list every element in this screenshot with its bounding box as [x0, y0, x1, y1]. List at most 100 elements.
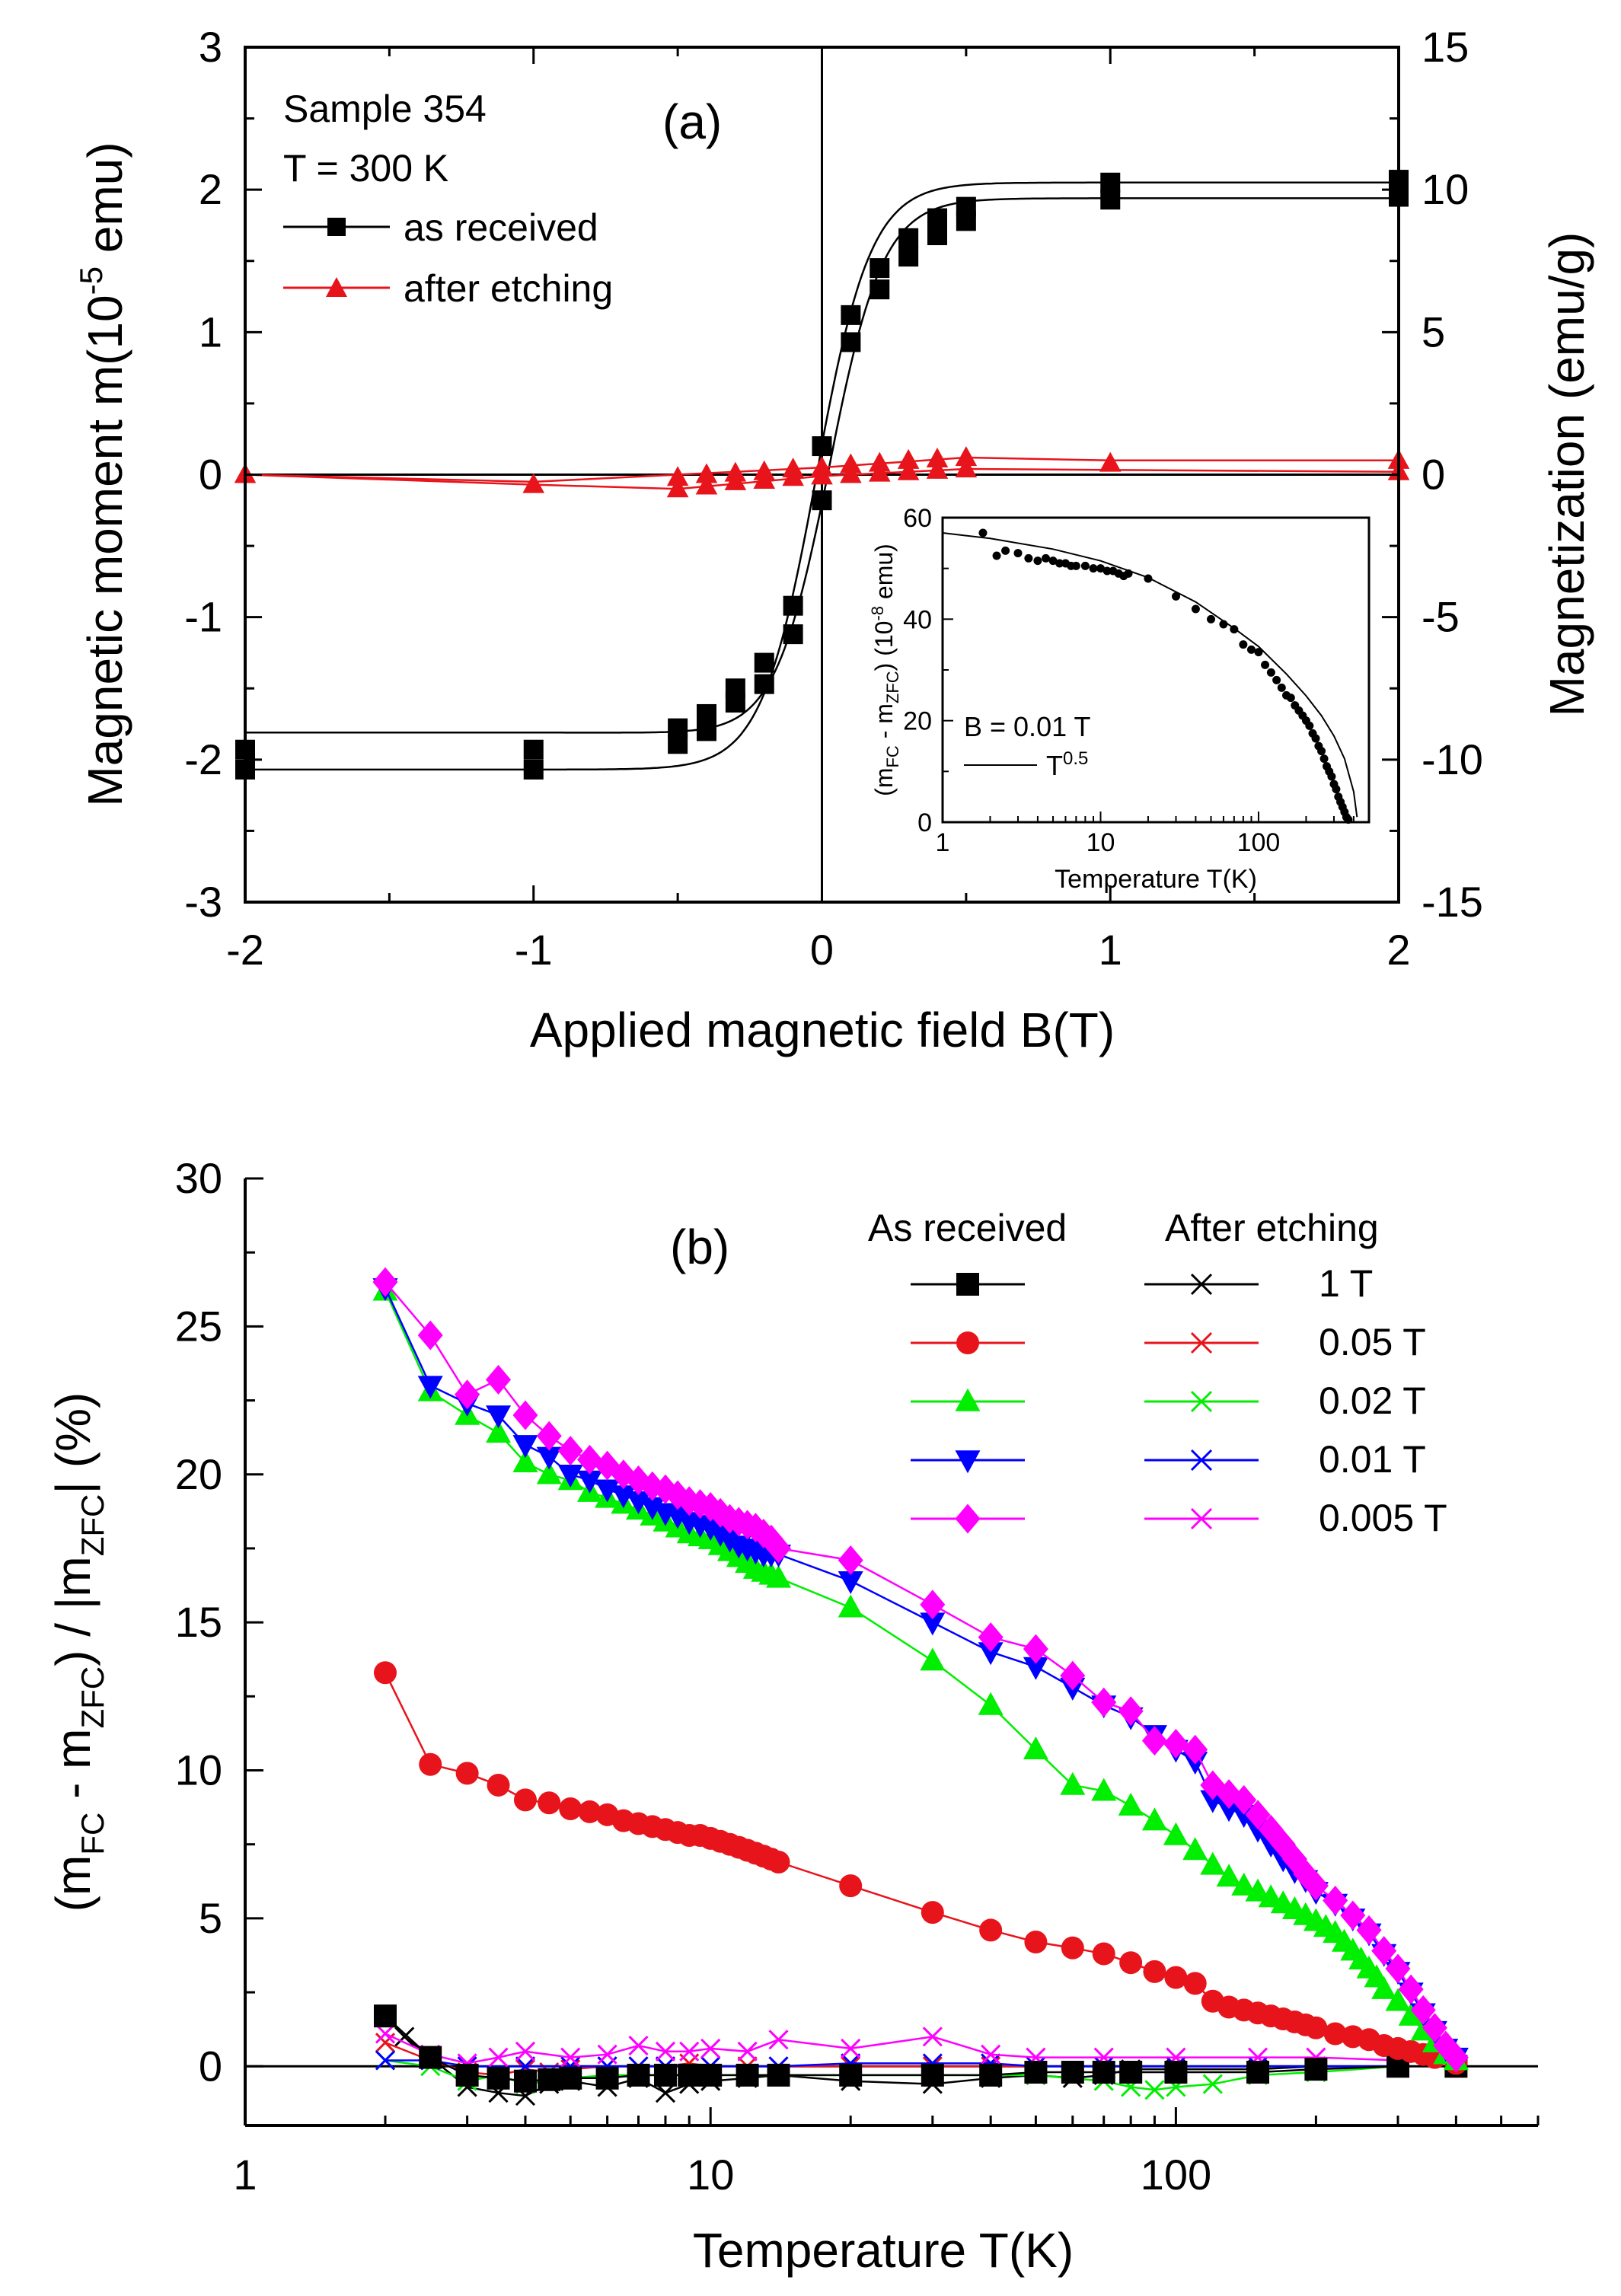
as-received-0-05-t-point-0: [374, 1661, 397, 1684]
legend-label-0-005t: 0.005 T: [1319, 1497, 1447, 1539]
panel-b-y-axis-title: (mFC - mZFC) / |mZFC| (%): [46, 1392, 110, 1912]
as-received-point-15: [812, 436, 832, 456]
as-received-1-t-point-18: [1061, 2061, 1084, 2084]
after-etching-point-3: [667, 466, 689, 486]
inset-point-25: [1230, 625, 1238, 633]
as-received-point-5: [668, 734, 688, 754]
panel-a-sample-label: Sample 354: [283, 88, 487, 130]
inset-point-4: [1024, 554, 1032, 563]
as-received-point-26: [1100, 190, 1120, 209]
inset-x-tick-label: 10: [1087, 828, 1115, 857]
inset-fit-label: T: [1046, 750, 1063, 781]
inset-point-1: [993, 552, 1001, 560]
as-received-1-t-point-2: [456, 2064, 479, 2087]
panel-b-legend: As received After etching 1 T 0.05 T 0.0…: [868, 1207, 1447, 1539]
panel-a: -2 -1 0 1 2-3-2-10123-15-10-5051015 Sample 3…: [73, 23, 1594, 1057]
y2-tick-label: 10: [1422, 165, 1469, 213]
as-received-1-t-point-7: [596, 2067, 619, 2090]
as-received-1-t-point-6: [559, 2067, 582, 2090]
panel-b-legend-rows: [911, 1273, 1259, 1534]
y-tick-label: 1: [199, 308, 222, 356]
as-received-0-05-t-point-30: [1093, 1943, 1115, 1966]
after-etching-point-19: [898, 449, 920, 469]
as-received-1-t-point-22: [1246, 2061, 1269, 2084]
inset-frame: [943, 518, 1369, 822]
panel-a-y-axis-title: Magnetic moment m(10-5 emu): [73, 142, 132, 806]
as-received-0-05-t-point-32: [1143, 1960, 1166, 1983]
after-etching-0-005-t-line: [385, 2034, 1456, 2064]
inset-point-13: [1089, 564, 1097, 572]
legend-as-received-marker-0: [956, 1273, 979, 1296]
x-tick-label: 2: [1386, 926, 1410, 974]
as-received-1-t-point-13: [767, 2064, 790, 2087]
as-received-1-t-point-16: [979, 2064, 1002, 2087]
inset-point-3: [1013, 549, 1022, 557]
legend-label-0-01t: 0.01 T: [1319, 1438, 1426, 1481]
inset-point-23: [1207, 615, 1215, 623]
legend-as-received-marker-1: [956, 1331, 979, 1354]
as-received-0-05-t-point-34: [1184, 1972, 1207, 1995]
as-received-1-t-point-9: [654, 2064, 677, 2087]
as-received-0-02-t-point-25: [838, 1594, 863, 1617]
after-etching-0-005-t-point-3: [490, 2049, 508, 2067]
inset-x-tick-label: 1: [936, 828, 950, 857]
as-received-0-02-t-line: [385, 1291, 1456, 2061]
x-tick-label: 1: [233, 2151, 257, 2199]
legend-as-received-marker-2: [956, 1389, 981, 1411]
as-received-point-12: [783, 596, 803, 616]
as-received-point-17: [841, 305, 860, 325]
as-received-1-t-point-0: [374, 2004, 397, 2027]
y-tick-label: 10: [175, 1746, 222, 1794]
as-received-0-01-t-point-4: [512, 1435, 538, 1458]
as-received-0-02-t-point-33: [1163, 1822, 1189, 1845]
after-etching-point-17: [869, 452, 891, 472]
legend-label-1t: 1 T: [1319, 1262, 1373, 1305]
inset-point-27: [1247, 646, 1256, 654]
y2-tick-label: -5: [1422, 593, 1460, 641]
as-received-1-t-point-20: [1119, 2061, 1142, 2084]
inset-point-5: [1033, 556, 1042, 565]
inset-y-tick-label: 40: [903, 605, 932, 634]
as-received-0-02-t-point-27: [978, 1692, 1004, 1715]
as-received-0-05-t-point-33: [1164, 1966, 1187, 1989]
y-tick-label: -1: [184, 593, 222, 641]
as-received-0-005-t-point-34: [1182, 1735, 1208, 1765]
panel-a-label: (a): [662, 94, 722, 149]
y-tick-label: 2: [199, 165, 222, 213]
as-received-1-t-point-12: [736, 2064, 759, 2087]
as-received-0-05-t-point-43: [1304, 2017, 1327, 2039]
legend-header-as-received: As received: [868, 1207, 1067, 1249]
as-received-0-05-t-point-3: [487, 1774, 510, 1797]
as-received-1-t-point-5: [538, 2068, 560, 2091]
as-received-point-25: [956, 197, 976, 217]
inset-x-tick-label: 100: [1237, 828, 1281, 857]
as-received-1-t-point-10: [678, 2064, 700, 2087]
as-received-point-21: [898, 228, 918, 248]
after-etching-point-11: [782, 458, 804, 477]
inset-point-22: [1192, 605, 1200, 614]
as-received-0-005-t-point-2: [455, 1379, 480, 1409]
inset-point-12: [1081, 562, 1090, 570]
as-received-0-05-t-point-1: [419, 1753, 442, 1776]
inset-point-30: [1267, 668, 1275, 677]
as-received-0-05-t-point-6: [559, 1797, 582, 1820]
x-tick-label: 1: [1099, 926, 1122, 974]
as-received-0-005-t-point-25: [838, 1545, 863, 1575]
y2-tick-label: -10: [1422, 735, 1483, 783]
as-received-0-01-t-line: [385, 1288, 1456, 2058]
y-tick-label: 20: [175, 1450, 222, 1498]
x-tick-label: 100: [1141, 2151, 1211, 2199]
inset-point-43: [1317, 747, 1326, 755]
inset-y-tick-label: 60: [903, 504, 932, 533]
after-etching-point-24: [1099, 452, 1122, 472]
after-etching-point-1: [522, 474, 544, 493]
inset-ticks: 1 10 100 0 20 40 60: [903, 504, 1354, 857]
inset-point-47: [1327, 773, 1335, 781]
as-received-point-10: [755, 653, 774, 673]
inset-point-44: [1320, 754, 1329, 763]
inset-point-20: [1144, 575, 1152, 583]
x-tick-label: -2: [226, 926, 264, 974]
legend-header-after-etching: After etching: [1165, 1207, 1379, 1249]
as-received-point-9: [726, 693, 745, 713]
as-received-1-t-point-21: [1164, 2061, 1187, 2084]
